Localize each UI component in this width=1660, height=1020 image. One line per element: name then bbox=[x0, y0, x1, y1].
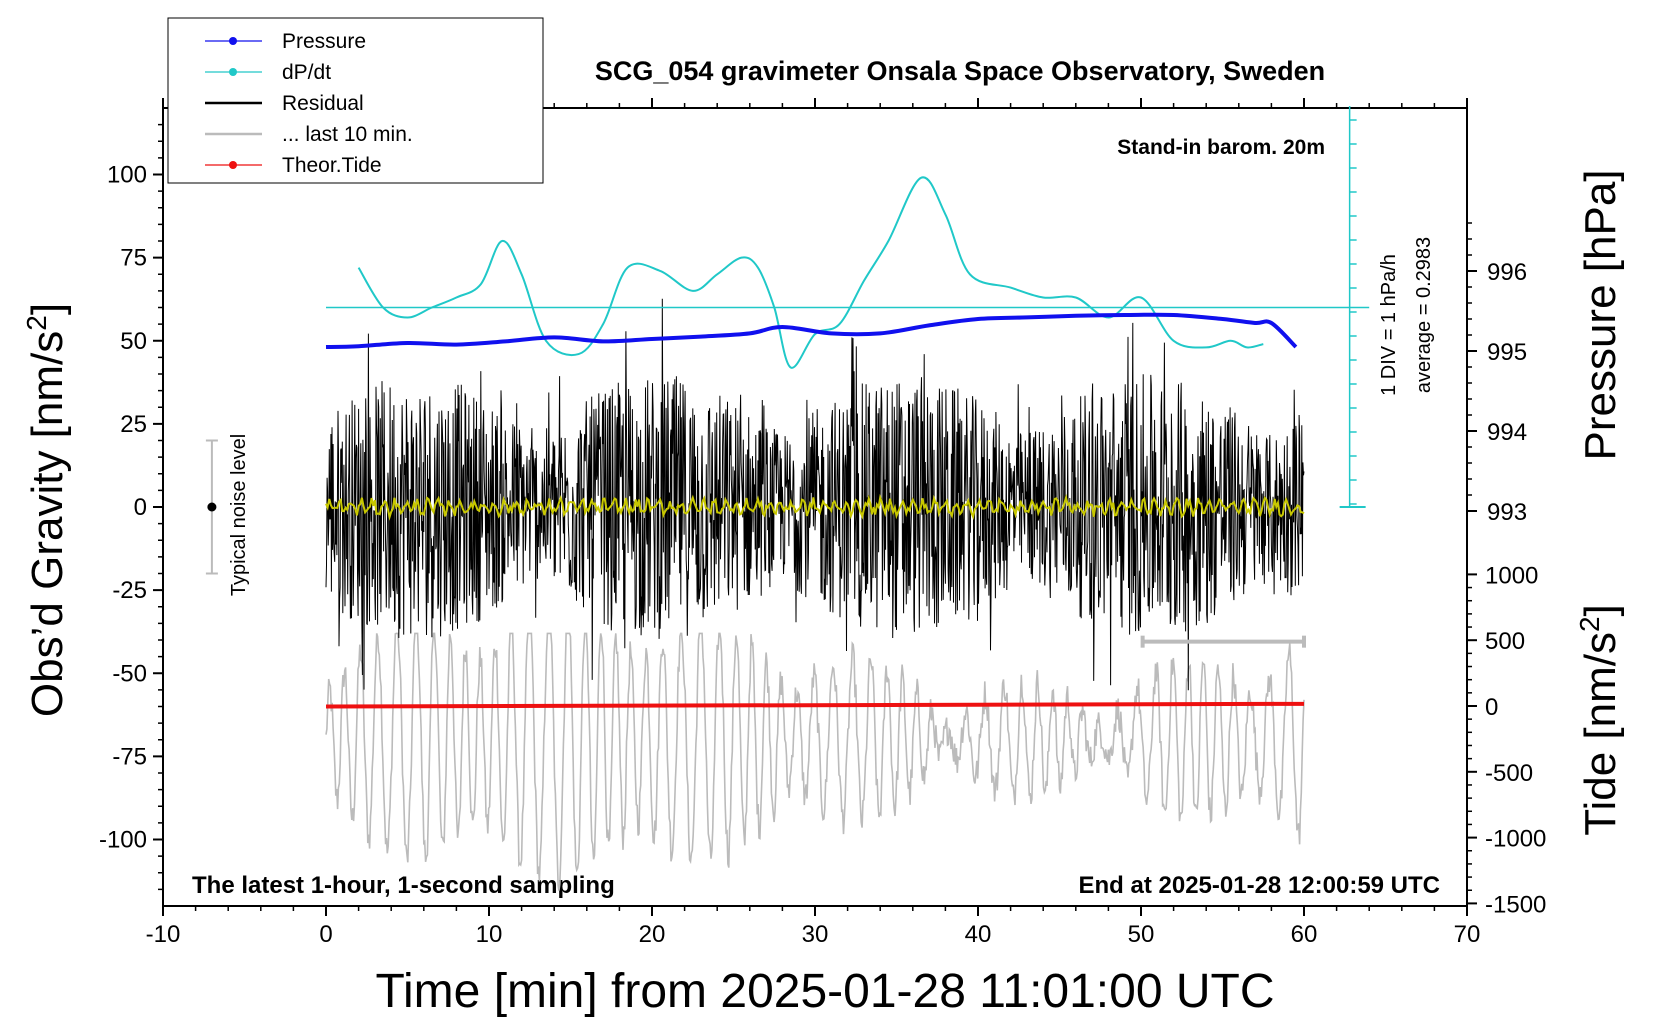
x-tick-label: 50 bbox=[1128, 921, 1155, 948]
dpdt-scale-annotation: 1 DIV = 1 hPa/h bbox=[1378, 254, 1400, 396]
x-tick-label: 30 bbox=[802, 921, 829, 948]
y-tick-label: 100 bbox=[107, 162, 147, 189]
y-axis-label-left: Obs’d Gravity [nm/s2] bbox=[21, 303, 72, 717]
pressure-tick-label: 995 bbox=[1487, 339, 1527, 366]
x-tick-label: 70 bbox=[1454, 921, 1481, 948]
y-tick-label: -50 bbox=[112, 660, 147, 687]
sampling-annotation: The latest 1-hour, 1-second sampling bbox=[192, 872, 615, 899]
x-tick-label: 20 bbox=[639, 921, 666, 948]
legend-label: Pressure bbox=[282, 30, 366, 53]
y-axis-label-pressure: Pressure [hPa] bbox=[1576, 169, 1625, 460]
pressure-tick-label: 993 bbox=[1487, 499, 1527, 526]
pressure-tick-label: 994 bbox=[1487, 419, 1527, 446]
residual-series bbox=[325, 298, 1305, 691]
y-tick-label: 50 bbox=[120, 328, 147, 355]
y-tick-label: -100 bbox=[99, 827, 147, 854]
chart-title: SCG_054 gravimeter Onsala Space Observat… bbox=[595, 56, 1325, 86]
residual-smoothed-series bbox=[325, 493, 1305, 521]
tide-tick-label: 500 bbox=[1485, 628, 1525, 655]
theoretical-tide-line bbox=[325, 701, 1305, 709]
legend-marker bbox=[229, 37, 237, 45]
x-axis-label: Time [min] from 2025-01-28 11:01:00 UTC bbox=[375, 965, 1274, 1018]
end-time-annotation: End at 2025-01-28 12:00:59 UTC bbox=[1079, 872, 1441, 899]
residual-line bbox=[325, 298, 1305, 691]
theoretical-tide-series bbox=[325, 701, 1305, 709]
y-tick-label: 25 bbox=[120, 411, 147, 438]
last-10-min-line bbox=[325, 632, 1305, 891]
y-axis-label-tide: Tide [nm/s2] bbox=[1574, 604, 1625, 836]
legend-label: ... last 10 min. bbox=[282, 123, 413, 146]
x-tick-label: 60 bbox=[1291, 921, 1318, 948]
legend-box bbox=[167, 17, 544, 184]
residual-smoothed-line bbox=[325, 493, 1305, 521]
y-tick-label: -25 bbox=[112, 577, 147, 604]
axes-ticks: -10 0 10 20 30 40 50 60 701007550250-25-50-75-10… bbox=[99, 98, 1546, 948]
pressure-line bbox=[325, 312, 1298, 349]
tide-tick-label: 0 bbox=[1485, 694, 1498, 721]
x-tick-label: 10 bbox=[476, 921, 503, 948]
legend-label: dP/dt bbox=[282, 61, 331, 84]
x-tick-label: -10 bbox=[146, 921, 181, 948]
pressure-series bbox=[325, 312, 1298, 349]
dpdt-series bbox=[357, 176, 1264, 369]
noise-level-label: Typical noise level bbox=[228, 434, 250, 596]
tide-tick-label: -1000 bbox=[1485, 826, 1546, 853]
legend: Pressure dP/dt Residual ... last 10 min. The… bbox=[167, 17, 544, 184]
x-tick-label: 0 bbox=[319, 921, 332, 948]
tide-tick-label: -1500 bbox=[1485, 891, 1546, 918]
y-tick-label: 75 bbox=[120, 245, 147, 272]
chart-extras bbox=[205, 106, 1370, 648]
tide-tick-label: 1000 bbox=[1485, 562, 1538, 589]
tide-tick-label: -500 bbox=[1485, 760, 1533, 787]
x-tick-label: 40 bbox=[965, 921, 992, 948]
last-10-min-series bbox=[325, 632, 1305, 891]
barometer-annotation: Stand-in barom. 20m bbox=[1117, 136, 1325, 159]
legend-label: Theor.Tide bbox=[282, 154, 382, 177]
noise-center-dot bbox=[207, 502, 217, 512]
legend-marker bbox=[229, 161, 237, 169]
pressure-tick-label: 996 bbox=[1487, 259, 1527, 286]
dpdt-line bbox=[357, 176, 1264, 369]
legend-marker bbox=[229, 68, 237, 76]
y-tick-label: -75 bbox=[112, 743, 147, 770]
legend-label: Residual bbox=[282, 92, 364, 115]
dpdt-average-annotation: average = 0.2983 bbox=[1413, 237, 1435, 393]
y-tick-label: 0 bbox=[134, 494, 147, 521]
